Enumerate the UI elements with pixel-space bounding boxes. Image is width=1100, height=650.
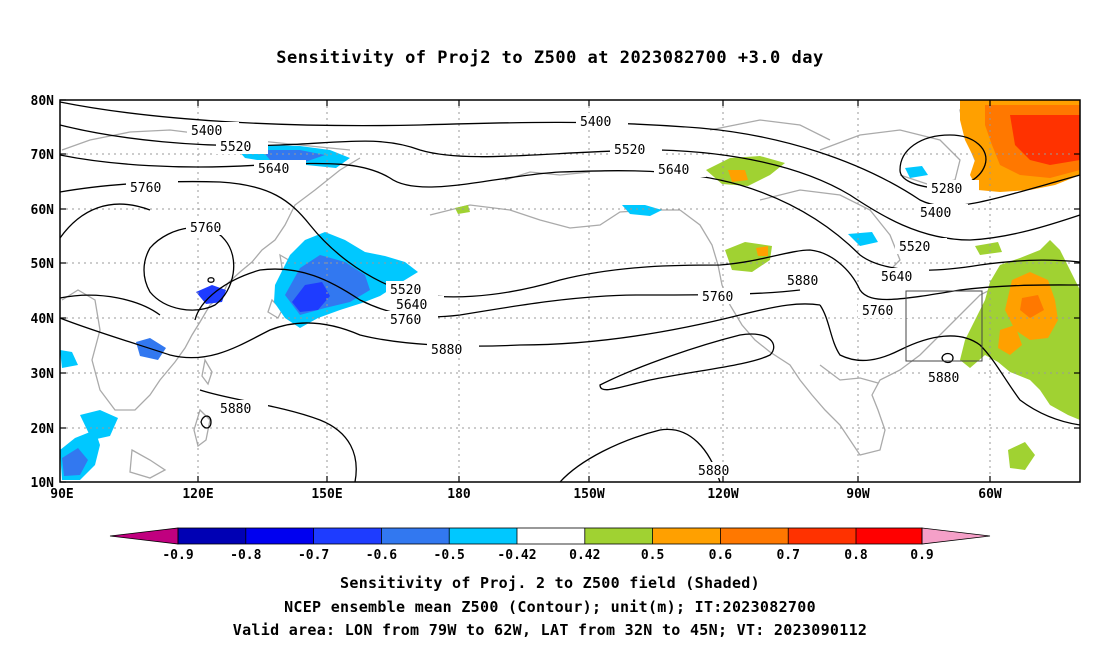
lat-label: 70N (31, 148, 55, 163)
caption-shading: Sensitivity of Proj. 2 to Z500 field (Sh… (340, 574, 760, 592)
colorbar-label: 0.8 (844, 548, 868, 563)
lon-label: 150E (311, 487, 342, 502)
colorbar-swatch (652, 528, 721, 544)
contour-label: 5760 (130, 181, 161, 196)
lon-label: 120E (182, 487, 213, 502)
contour-label: 5520 (390, 283, 421, 298)
colorbar-label: -0.42 (497, 548, 536, 563)
contour-label: 5880 (698, 464, 729, 479)
colorbar-high-extension (922, 528, 990, 544)
contour-label: 5880 (787, 274, 818, 289)
contour-label: 5760 (862, 304, 893, 319)
contour-label: 5400 (920, 206, 951, 221)
contour-label: 5520 (220, 140, 251, 155)
colorbar-swatch (313, 528, 382, 544)
map-frame (59, 99, 1081, 483)
contour-label: 5760 (190, 221, 221, 236)
lon-labels: 90E 120E 150E 180 150W 120W 90W 60W (50, 487, 1002, 502)
contour-label: 5880 (220, 402, 251, 417)
colorbar-label: 0.9 (910, 548, 933, 563)
colorbar-swatch (856, 528, 922, 544)
colorbar-swatch (788, 528, 856, 544)
lon-label: 150W (573, 487, 604, 502)
contour-label: 5640 (881, 270, 912, 285)
contour-label: 5520 (614, 143, 645, 158)
contour-label: 5640 (658, 163, 689, 178)
contour-label: 5760 (390, 313, 421, 328)
colorbar-label: 0.5 (641, 548, 664, 563)
colorbar-label: 0.7 (776, 548, 799, 563)
colorbar-swatch (517, 528, 585, 544)
lat-label: 40N (31, 312, 55, 327)
colorbar-label: -0.8 (230, 548, 261, 563)
shade-negative-japan-deep (292, 282, 330, 312)
lat-label: 50N (31, 257, 55, 272)
sensitivity-shading (60, 100, 1080, 480)
contour-label: 5520 (899, 240, 930, 255)
contour-label: 5400 (580, 115, 611, 130)
colorbar-label: -0.9 (162, 548, 193, 563)
lon-label: 60W (978, 487, 1002, 502)
valid-area-box (905, 290, 983, 362)
contour-label: 5640 (258, 162, 289, 177)
contour-label: 5400 (191, 124, 222, 139)
lon-label: 180 (447, 487, 471, 502)
shade-positive-pacific (706, 156, 785, 186)
lon-label: 120W (707, 487, 738, 502)
colorbar: -0.9 -0.8 -0.7 -0.6 -0.5 -0.42 0.42 0.5 … (109, 527, 991, 563)
colorbar-swatch (245, 528, 314, 544)
colorbar-swatch (720, 528, 789, 544)
caption-valid-area: Valid area: LON from 79W to 62W, LAT fro… (232, 621, 868, 639)
contour-label: 5640 (396, 298, 427, 313)
colorbar-label: -0.7 (298, 548, 329, 563)
lat-label: 20N (31, 422, 55, 437)
colorbar-label: -0.5 (434, 548, 465, 563)
contour-label: 5280 (931, 182, 962, 197)
colorbar-swatch (449, 528, 517, 544)
colorbar-label: 0.42 (569, 548, 600, 563)
lat-label: 10N (31, 476, 55, 491)
colorbar-swatch (584, 528, 653, 544)
tick-marks (60, 99, 1080, 483)
contour-labels: 5400 5520 5640 5760 5760 5880 5520 5640 … (126, 113, 979, 479)
colorbar-swatch (381, 528, 450, 544)
map-title: Sensitivity of Proj2 to Z500 at 20230827… (276, 48, 824, 68)
lat-label: 30N (31, 367, 55, 382)
lon-label: 90E (50, 487, 73, 502)
lat-label: 80N (31, 94, 55, 109)
contour-label: 5880 (431, 343, 462, 358)
colorbar-label: -0.6 (366, 548, 397, 563)
lon-label: 90W (846, 487, 870, 502)
colorbar-low-extension (110, 528, 178, 544)
colorbar-label: 0.6 (709, 548, 733, 563)
caption-contour: NCEP ensemble mean Z500 (Contour); unit(… (284, 598, 816, 616)
colorbar-swatch (178, 528, 246, 544)
contour-label: 5880 (928, 371, 959, 386)
lat-labels: 80N 70N 60N 50N 40N 30N 20N 10N (31, 94, 55, 491)
lat-label: 60N (31, 203, 55, 218)
contour-label: 5760 (702, 290, 733, 305)
